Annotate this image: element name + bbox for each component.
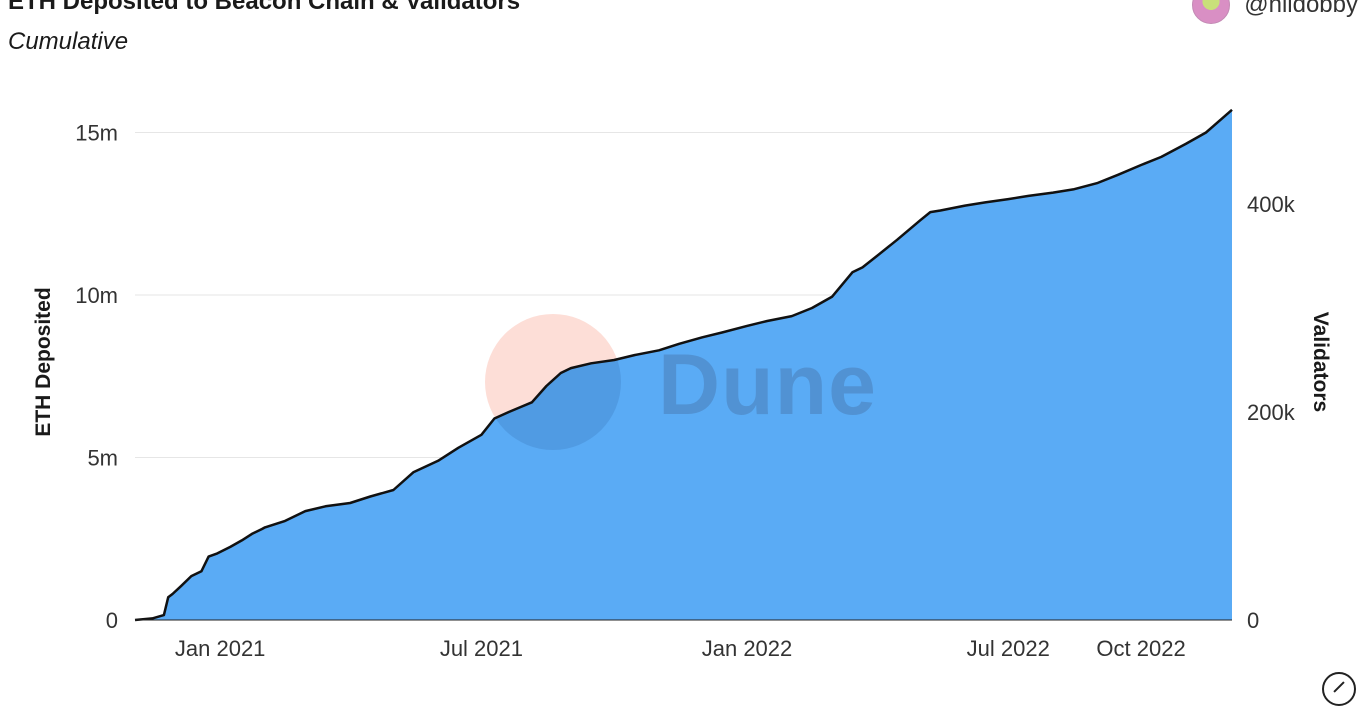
x-tick-label: Jan 2022: [702, 636, 793, 661]
y-tick-label-left: 0: [106, 608, 118, 633]
avatar[interactable]: [1192, 0, 1231, 24]
y-tick-label-left: 10m: [75, 283, 118, 308]
x-tick-label: Jul 2022: [967, 636, 1050, 661]
line-series[interactable]: [134, 108, 1233, 622]
y-axis-label-right: Validators: [1309, 311, 1332, 413]
y-tick-label-right: 200k: [1247, 400, 1296, 425]
area-series[interactable]: [135, 109, 1232, 621]
expand-icon[interactable]: [1322, 672, 1356, 706]
chart: Jan 2021 Jul 2021 Jan 2022 Jul 2022 Oct 2022…: [75, 108, 1296, 661]
chart-subtitle: Cumulative: [8, 28, 129, 55]
author-link[interactable]: @hildobby: [1192, 0, 1358, 24]
y-tick-label-left: 5m: [87, 446, 118, 471]
y-tick-label-right: 400k: [1247, 192, 1296, 217]
y-axis-label-left: ETH Deposited: [32, 287, 55, 437]
author-name[interactable]: @hildobby: [1244, 0, 1358, 18]
x-tick-label: Jan 2021: [175, 636, 266, 661]
y-tick-label-left: 15m: [75, 121, 118, 146]
dune-watermark: Dune: [658, 337, 877, 433]
chart-title: ETH Deposited to Beacon Chain & Validato…: [8, 0, 521, 15]
x-tick-label: Oct 2022: [1096, 636, 1185, 661]
y-tick-label-right: 0: [1247, 608, 1259, 633]
y-axis-right: 0 200k 400k: [1247, 192, 1296, 633]
x-tick-label: Jul 2021: [440, 636, 523, 661]
x-axis: Jan 2021 Jul 2021 Jan 2022 Jul 2022 Oct 2022: [175, 636, 1186, 661]
y-axis-left: 0 5m 10m 15m: [75, 121, 118, 634]
